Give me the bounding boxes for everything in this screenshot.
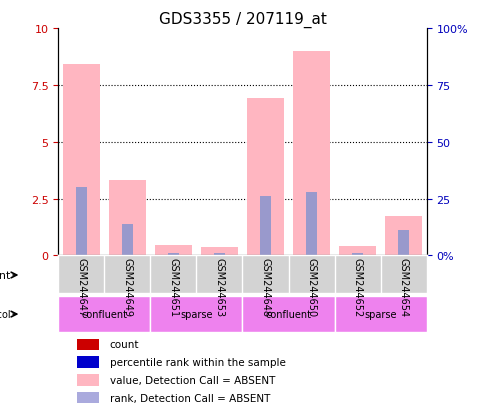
- Text: GSM244648: GSM244648: [260, 258, 270, 316]
- Text: percentile rank within the sample: percentile rank within the sample: [109, 357, 285, 367]
- Bar: [76, 339, 99, 350]
- FancyBboxPatch shape: [242, 297, 334, 332]
- Bar: [121, 224, 133, 256]
- Bar: [62, 65, 100, 256]
- Text: agent: agent: [0, 271, 10, 280]
- Text: confluent: confluent: [81, 309, 127, 319]
- FancyBboxPatch shape: [242, 258, 426, 293]
- Bar: [76, 188, 87, 256]
- Text: GSM244652: GSM244652: [352, 258, 362, 317]
- Text: control: control: [131, 271, 169, 280]
- Bar: [351, 254, 363, 256]
- Bar: [384, 216, 421, 256]
- Title: GDS3355 / 207119_at: GDS3355 / 207119_at: [158, 12, 326, 28]
- FancyBboxPatch shape: [58, 258, 242, 293]
- Text: GSM244650: GSM244650: [306, 258, 316, 317]
- Text: value, Detection Call = ABSENT: value, Detection Call = ABSENT: [109, 375, 274, 385]
- Text: GSM244653: GSM244653: [214, 258, 224, 317]
- Text: count: count: [109, 339, 139, 349]
- Text: GSM244649: GSM244649: [122, 258, 132, 316]
- Text: GSM244651: GSM244651: [168, 258, 178, 317]
- Text: GSM244654: GSM244654: [398, 258, 408, 317]
- Text: growth protocol: growth protocol: [0, 309, 10, 319]
- Bar: [213, 254, 225, 256]
- Text: rank, Detection Call = ABSENT: rank, Detection Call = ABSENT: [109, 393, 270, 403]
- Text: GSM244647: GSM244647: [76, 258, 86, 317]
- Bar: [338, 247, 376, 256]
- Text: Ang1: Ang1: [319, 271, 348, 280]
- Bar: [154, 246, 192, 256]
- Bar: [200, 248, 237, 256]
- Bar: [292, 52, 329, 256]
- Bar: [76, 374, 99, 386]
- Bar: [167, 254, 179, 256]
- FancyBboxPatch shape: [334, 297, 426, 332]
- Bar: [305, 192, 317, 256]
- Text: confluent: confluent: [265, 309, 311, 319]
- FancyBboxPatch shape: [150, 297, 242, 332]
- Text: sparse: sparse: [180, 309, 212, 319]
- Bar: [76, 356, 99, 368]
- FancyBboxPatch shape: [58, 297, 150, 332]
- Text: sparse: sparse: [363, 309, 396, 319]
- Bar: [397, 231, 408, 256]
- Bar: [76, 392, 99, 404]
- Bar: [259, 197, 271, 256]
- Bar: [246, 99, 283, 256]
- Bar: [108, 181, 145, 256]
